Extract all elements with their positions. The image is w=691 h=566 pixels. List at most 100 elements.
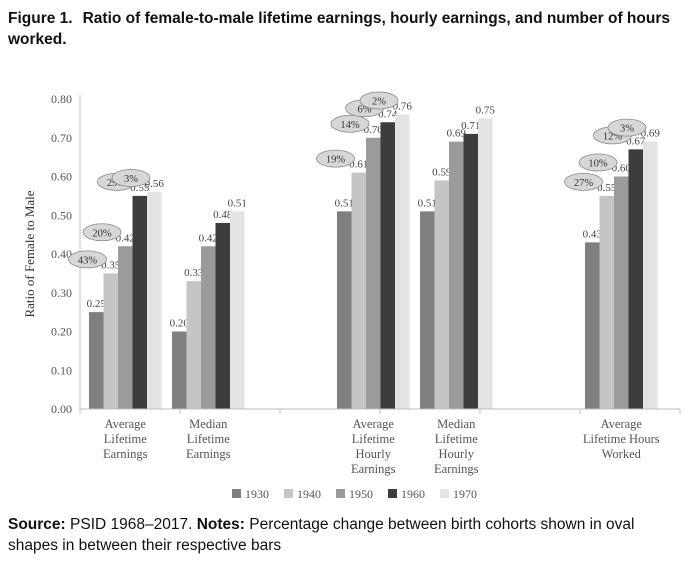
data-label-1950-group-5: 0.60 [612, 163, 632, 175]
category-label-1: Earnings [103, 447, 148, 461]
y-axis-title: Ratio of Female to Male [22, 190, 37, 317]
bar-1950-group-3 [366, 137, 381, 409]
source-label: Source: [8, 516, 66, 533]
bar-1970-group-1 [147, 192, 162, 409]
y-tick-label: 0.00 [51, 402, 72, 416]
data-label-1970-group-4: 0.75 [476, 104, 496, 116]
notes-text: Percentage change between birth cohorts … [8, 516, 635, 554]
data-label-1950-group-3: 0.70 [364, 124, 384, 136]
bar-1950-group-4 [449, 141, 464, 409]
bar-1970-group-4 [478, 118, 493, 409]
y-tick-label: 0.20 [51, 325, 72, 339]
category-label-2: Earnings [186, 447, 231, 461]
bar-1960-group-3 [380, 122, 395, 409]
legend-swatch-1940 [284, 489, 293, 498]
change-label-group-5: 10% [588, 159, 608, 170]
legend-swatch-1960 [388, 489, 397, 498]
legend-label-1930: 1930 [245, 487, 269, 501]
bar-1940-group-5 [599, 195, 614, 409]
figure-title-text: Ratio of female-to-male lifetime earning… [8, 10, 670, 48]
source-text: PSID 1968–2017. [70, 516, 193, 533]
data-label-1950-group-2: 0.42 [199, 232, 218, 244]
category-label-4: Earnings [434, 462, 479, 476]
chart: 0.00 0.10 0.20 0.30 0.40 0.50 0.60 0.70 0.80 Rati… [22, 91, 681, 501]
bar-1930-group-3 [337, 211, 352, 409]
data-label-1940-group-3: 0.61 [349, 159, 368, 171]
change-oval-group-1 [111, 169, 151, 187]
bar-1930-group-2 [172, 331, 187, 409]
bar-1970-group-2 [230, 211, 245, 409]
data-label-1970-group-5: 0.69 [641, 128, 661, 140]
data-label-1970-group-3: 0.76 [393, 101, 413, 113]
data-label-1930-group-3: 0.51 [335, 197, 354, 209]
category-label-4: Hourly [439, 447, 475, 461]
data-label-1930-group-5: 0.43 [583, 228, 603, 240]
bar-1960-group-4 [463, 133, 478, 409]
category-label-5: Worked [602, 447, 642, 461]
change-label-group-5: 27% [574, 178, 594, 189]
data-label-1940-group-4: 0.59 [432, 166, 452, 178]
y-tick-label: 0.30 [51, 286, 72, 300]
category-label-5: Average [601, 417, 643, 431]
category-label-3: Earnings [351, 462, 396, 476]
bar-1960-group-1 [132, 195, 147, 409]
data-label-1950-group-1: 0.42 [116, 232, 135, 244]
data-label-1930-group-4: 0.51 [418, 197, 437, 209]
change-label-group-5: 3% [620, 124, 634, 135]
change-label-group-1: 43% [78, 255, 98, 266]
data-label-1960-group-2: 0.48 [213, 209, 233, 221]
change-oval-group-1 [68, 250, 107, 269]
bar-1970-group-3 [395, 114, 410, 409]
change-label-group-1: 3% [124, 174, 138, 185]
bar-1940-group-1 [103, 273, 118, 409]
bar-1940-group-2 [186, 281, 201, 409]
data-label-1930-group-1: 0.25 [87, 298, 107, 310]
change-oval-group-5 [564, 172, 603, 191]
change-label-group-3: 19% [326, 155, 346, 166]
data-label-1950-group-4: 0.69 [447, 128, 467, 140]
change-label-group-5: 12% [603, 131, 623, 142]
category-label-3: Average [353, 417, 395, 431]
change-label-group-3: 14% [340, 120, 360, 131]
legend-swatch-1930 [232, 489, 241, 498]
data-label-1970-group-2: 0.51 [228, 197, 247, 209]
legend-swatch-1970 [440, 489, 449, 498]
change-oval-group-3 [330, 114, 370, 133]
bar-1950-group-1 [118, 246, 133, 409]
change-oval-group-5 [607, 118, 647, 137]
change-oval-group-3 [359, 91, 399, 110]
bar-1970-group-5 [643, 141, 658, 409]
bar-1940-group-3 [351, 172, 366, 409]
bar-1940-group-4 [434, 180, 449, 409]
bar-1930-group-4 [420, 211, 435, 409]
y-tick-label: 0.40 [51, 247, 72, 261]
change-oval-group-5 [578, 153, 618, 172]
category-label-1: Lifetime [104, 432, 147, 446]
data-label-1960-group-3: 0.74 [378, 108, 398, 120]
data-label-1940-group-5: 0.55 [597, 182, 617, 194]
change-oval-group-3 [316, 149, 355, 168]
bar-1960-group-2 [215, 223, 230, 409]
notes-label: Notes: [196, 516, 245, 533]
change-oval-group-1 [82, 223, 122, 242]
data-label-1940-group-1: 0.35 [101, 259, 121, 271]
category-label-3: Hourly [356, 447, 392, 461]
category-label-1: Average [105, 417, 147, 431]
legend-label-1960: 1960 [401, 487, 425, 501]
bar-1950-group-5 [614, 176, 629, 409]
category-label-4: Median [437, 417, 476, 431]
bar-1930-group-5 [585, 242, 600, 409]
legend-swatch-1950 [336, 489, 345, 498]
y-tick-label: 0.10 [51, 363, 72, 377]
y-tick-label: 0.80 [51, 92, 72, 106]
change-label-group-3: 2% [372, 97, 386, 108]
category-label-5: Lifetime Hours [583, 432, 660, 446]
category-label-2: Median [189, 417, 228, 431]
figure-title: Figure 1. Ratio of female-to-male lifetim… [8, 8, 684, 50]
change-label-group-1: 20% [92, 228, 112, 239]
bar-1930-group-1 [89, 312, 104, 409]
y-tick-label: 0.60 [51, 170, 72, 184]
category-label-4: Lifetime [435, 432, 478, 446]
y-tick-label: 0.70 [51, 131, 72, 145]
legend-label-1970: 1970 [453, 487, 477, 501]
